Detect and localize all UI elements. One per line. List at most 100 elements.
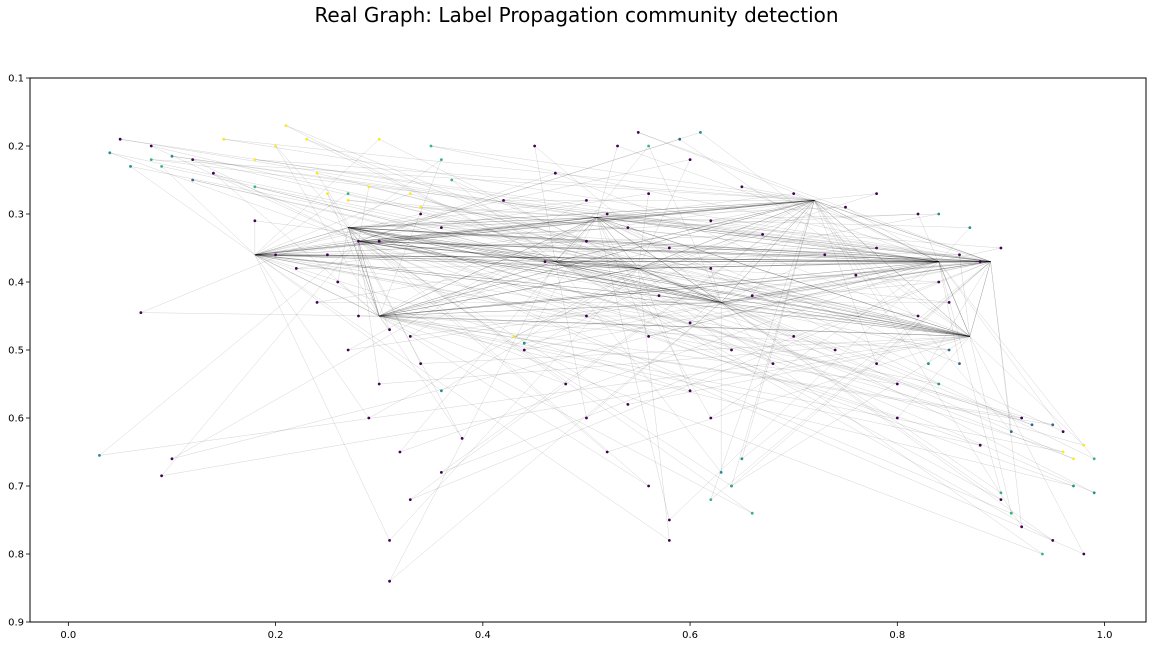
graph-edge xyxy=(917,213,971,337)
node-point xyxy=(667,539,671,542)
graph-edge xyxy=(192,179,556,262)
graph-edge xyxy=(254,241,587,255)
node-point xyxy=(585,416,588,420)
graph-edge xyxy=(254,213,421,255)
graph-edge xyxy=(441,217,597,228)
node-point xyxy=(1051,539,1055,542)
hub-edge xyxy=(358,240,722,303)
y-axis: 0.1 0.2 0.3 0.4 0.5 0.6 0.7 0.8 0.9 xyxy=(8,74,30,629)
graph-edge xyxy=(721,302,1095,493)
graph-edge xyxy=(316,261,556,303)
graph-edge xyxy=(710,200,815,500)
hub-edge xyxy=(348,227,991,262)
node-point xyxy=(730,484,733,488)
graph-edge xyxy=(348,227,1064,453)
node-point xyxy=(709,416,713,420)
graph-edge xyxy=(171,156,597,218)
node-point xyxy=(1020,416,1024,420)
node-point xyxy=(315,171,319,175)
node-point xyxy=(895,416,899,420)
node-point xyxy=(533,144,537,148)
graph-edge xyxy=(710,261,991,500)
node-point xyxy=(730,348,733,352)
node-point xyxy=(916,212,920,216)
hub-edge xyxy=(596,200,815,218)
node-point xyxy=(1092,491,1096,495)
hub-edge xyxy=(254,254,639,269)
hub-edge xyxy=(555,217,597,262)
hub-edge xyxy=(348,227,639,269)
graph-edge xyxy=(410,193,639,269)
node-point xyxy=(699,131,702,134)
graph-edge xyxy=(752,200,815,296)
graph-edge xyxy=(358,213,919,242)
graph-edge xyxy=(700,132,970,337)
node-point xyxy=(160,474,163,478)
node-point xyxy=(212,171,215,175)
hub-edge xyxy=(638,261,939,269)
node-point xyxy=(129,165,132,168)
node-point xyxy=(191,178,195,182)
node-point xyxy=(978,260,982,263)
graph-edge xyxy=(607,213,939,262)
node-point xyxy=(149,144,153,148)
graph-edge xyxy=(648,261,939,337)
graph-edge xyxy=(710,268,722,303)
hub-edge xyxy=(720,200,815,303)
node-point xyxy=(388,539,391,542)
x-tick-label: 1.0 xyxy=(1097,630,1113,641)
node-point xyxy=(750,511,754,515)
node-point xyxy=(294,267,298,270)
node-point xyxy=(367,416,371,420)
node-point xyxy=(388,579,391,583)
node-point xyxy=(937,382,941,386)
graph-edge xyxy=(109,152,359,242)
graph-edge xyxy=(596,213,608,218)
node-point xyxy=(408,335,412,338)
graph-edge xyxy=(379,241,991,262)
node-point xyxy=(439,389,443,393)
graph-edge xyxy=(254,186,722,303)
node-point xyxy=(346,348,350,352)
node-point xyxy=(978,443,982,447)
graph-edge xyxy=(348,227,566,385)
graph-edge xyxy=(544,261,722,303)
node-point xyxy=(854,273,858,277)
graph-edge xyxy=(358,227,628,242)
node-point xyxy=(875,192,878,196)
hub-edge xyxy=(347,227,380,317)
node-point xyxy=(771,362,775,365)
graph-edge xyxy=(814,200,1022,527)
graph-edge xyxy=(441,261,991,473)
graph-edge xyxy=(648,145,722,303)
graph-edge xyxy=(348,227,981,446)
hub-edge xyxy=(814,200,939,262)
node-point xyxy=(222,137,226,141)
node-point xyxy=(1040,552,1044,556)
node-point xyxy=(543,260,547,263)
graph-edge xyxy=(555,261,1074,459)
graph-edge xyxy=(420,213,639,269)
graph-edge xyxy=(358,241,1084,555)
graph-edge xyxy=(969,336,1012,514)
node-point xyxy=(626,403,630,406)
graph-edge xyxy=(389,261,556,582)
graph-edge xyxy=(379,200,815,242)
graph-edge xyxy=(555,261,836,351)
node-point xyxy=(875,362,878,365)
graph-edge xyxy=(254,234,763,255)
node-point xyxy=(1051,423,1055,427)
hub-edge xyxy=(254,254,991,262)
graph-edge xyxy=(379,315,1074,487)
node-point xyxy=(336,280,340,284)
hub-edge xyxy=(358,200,815,242)
graph-edge xyxy=(348,227,1053,425)
graph-edge xyxy=(596,193,794,218)
graph-edge xyxy=(130,166,255,255)
graph-edge xyxy=(534,145,722,303)
graph-edge xyxy=(938,261,1095,459)
graph-edge xyxy=(555,261,1053,541)
graph-edge xyxy=(731,261,991,487)
graph-edge xyxy=(254,159,991,262)
node-point xyxy=(626,226,630,230)
